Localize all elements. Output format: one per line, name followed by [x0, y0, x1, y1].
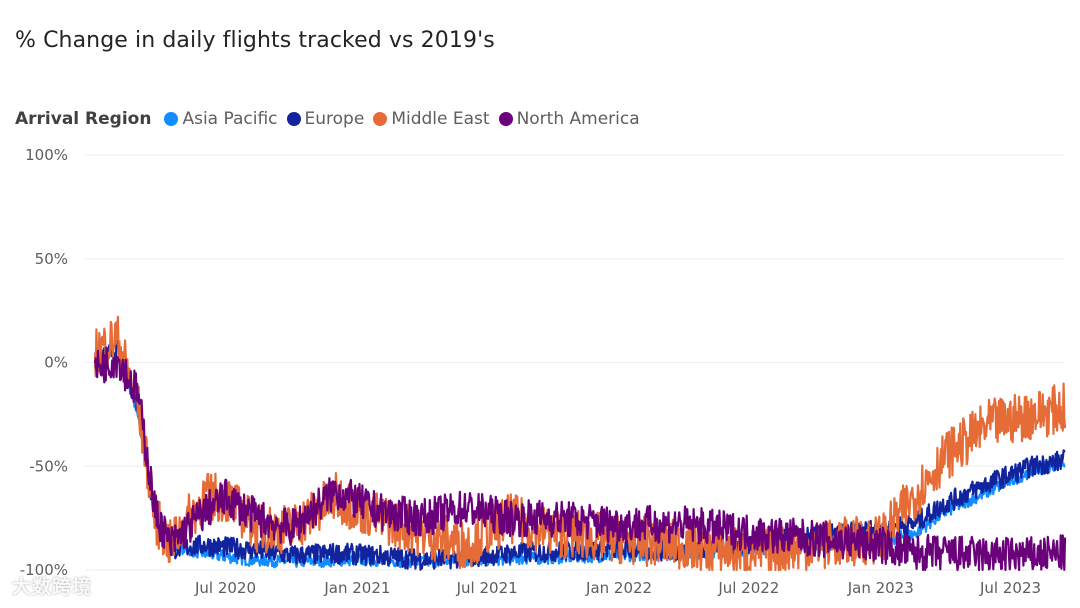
legend-item-middle-east[interactable]: Middle East [373, 109, 490, 129]
x-tick-label: Jul 2021 [456, 579, 518, 597]
x-tick-label: Jul 2020 [194, 579, 256, 597]
legend-dot-asia-pacific [164, 112, 179, 126]
x-tick-label: Jan 2023 [847, 579, 914, 597]
x-tick-label: Jan 2021 [323, 579, 390, 597]
legend-label-north-america: North America [516, 109, 640, 129]
legend-dot-europe [286, 112, 301, 126]
x-tick-label: Jul 2022 [717, 579, 779, 597]
chart-title: % Change in daily flights tracked vs 201… [15, 28, 495, 53]
series-line-north-america[interactable] [93, 346, 1067, 572]
y-tick-label: 100% [25, 146, 68, 164]
y-tick-label: 50% [35, 250, 68, 268]
x-tick-label: Jan 2022 [585, 579, 652, 597]
y-tick-label: -50% [29, 457, 68, 475]
legend-title: Arrival Region [15, 109, 152, 129]
legend-dot-middle-east [373, 112, 388, 126]
legend-label-europe: Europe [304, 109, 365, 129]
legend-label-middle-east: Middle East [391, 109, 490, 129]
legend-dot-north-america [498, 112, 513, 126]
legend-label-asia-pacific: Asia Pacific [182, 109, 278, 129]
watermark: 大数跨境 [12, 576, 93, 598]
legend: Arrival Region Asia Pacific Europe Middl… [15, 109, 640, 129]
y-tick-label: 0% [44, 354, 68, 372]
legend-item-north-america[interactable]: North America [498, 109, 640, 129]
legend-item-europe[interactable]: Europe [286, 109, 365, 129]
legend-item-asia-pacific[interactable]: Asia Pacific [164, 109, 278, 129]
x-tick-label: Jul 2023 [979, 579, 1041, 597]
y-tick-label: -100% [20, 561, 68, 579]
